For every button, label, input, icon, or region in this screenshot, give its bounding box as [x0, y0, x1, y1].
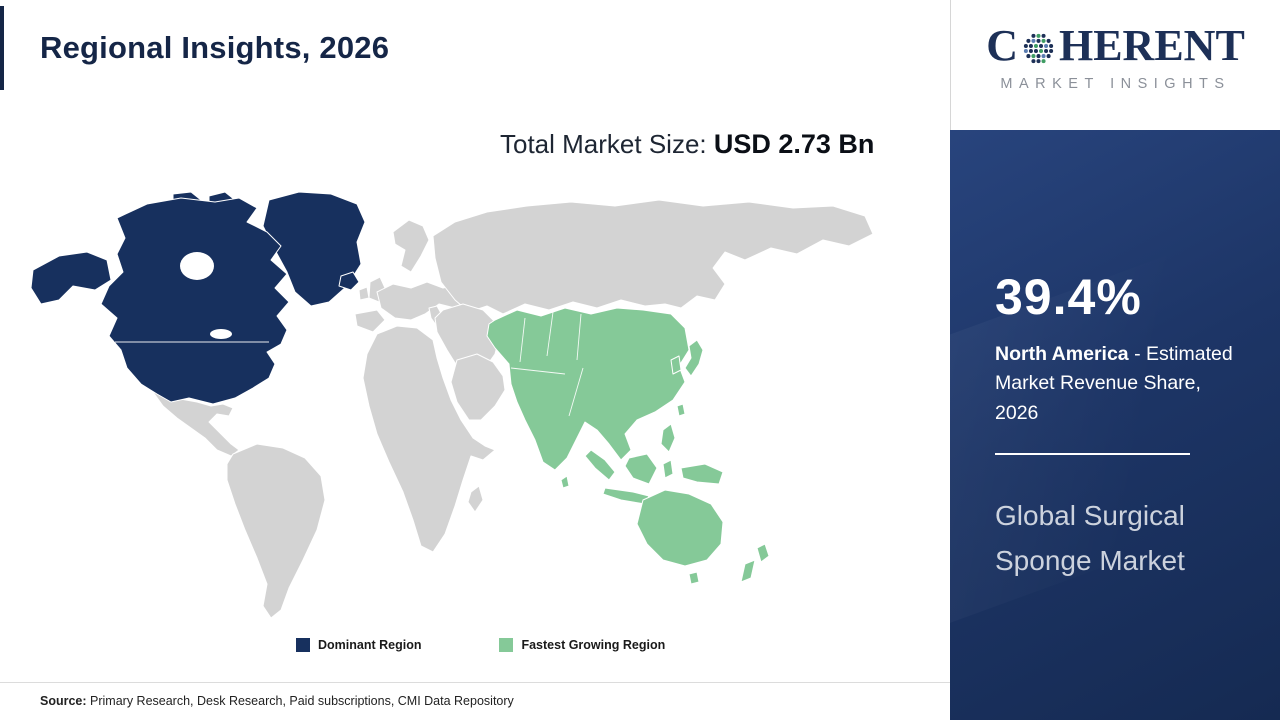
landmass-scandinavia: [392, 219, 430, 273]
logo-text-c: C: [986, 21, 1018, 70]
landmass-sri-lanka: [560, 475, 570, 489]
region-asia-pacific: [486, 307, 770, 585]
world-map: [30, 192, 874, 619]
landmass-canada-usa: [100, 197, 290, 405]
landmass-africa: [362, 325, 496, 553]
stat-value: 39.4%: [995, 269, 1142, 325]
source-label: Source:: [40, 694, 87, 708]
landmass-australia: [636, 489, 724, 567]
landmass-ireland: [358, 286, 370, 301]
fastest-growing-region-label: Fastest Growing Region: [521, 638, 666, 652]
total-market-size: Total Market Size: USD 2.73 Bn: [500, 124, 880, 166]
landmass-russia: [432, 199, 874, 315]
divider-line: [995, 452, 1190, 455]
region-north-america: [30, 192, 366, 405]
page-title: Regional Insights, 2026: [40, 30, 390, 65]
landmass-korea: [670, 355, 682, 375]
border-india-china: [568, 367, 584, 417]
landmass-japan: [684, 339, 704, 377]
border-south-asia: [510, 367, 566, 375]
left-accent-bar: [0, 6, 4, 90]
landmass-alaska: [30, 251, 112, 305]
landmass-philippines: [660, 423, 676, 453]
border-central-asia-3: [576, 313, 582, 361]
landmass-new-zealand-south: [740, 559, 756, 583]
landmass-tasmania: [688, 571, 700, 585]
map-legend: Dominant Region Fastest Growing Region: [296, 638, 665, 652]
legend-item-dominant: Dominant Region: [296, 638, 421, 652]
stat-desc-text: - Estimated Market Revenue Share, 2026: [995, 343, 1233, 424]
border-central-asia-2: [546, 311, 554, 357]
market-size-label: Total Market Size:: [500, 129, 714, 159]
country-borders: [115, 311, 584, 417]
landmass-iberia: [354, 309, 386, 333]
globe-icon: [1023, 33, 1054, 63]
sidebar: C HERENT MARKET INSIGHTS 39.4% North Ame…: [950, 0, 1280, 720]
region-rest-of-world: [152, 199, 874, 619]
landmass-sulawesi: [662, 459, 674, 479]
landmass-mexico-central-america: [152, 391, 240, 457]
dominant-region-swatch: [296, 638, 310, 652]
landmass-new-zealand-north: [756, 543, 770, 563]
stat-description: North America - Estimated Market Revenue…: [995, 340, 1243, 428]
hudson-bay: [180, 252, 214, 280]
logo: C HERENT MARKET INSIGHTS: [950, 0, 1280, 130]
source-note: Source: Primary Research, Desk Research,…: [0, 682, 950, 708]
stat-panel: 39.4% North America - Estimated Market R…: [950, 130, 1280, 720]
landmass-borneo: [624, 453, 658, 485]
landmass-sumatra: [584, 449, 616, 481]
landmass-madagascar: [467, 485, 484, 513]
logo-text-herent: HERENT: [1058, 21, 1245, 70]
great-lakes: [210, 329, 232, 339]
landmass-iceland: [338, 271, 360, 291]
dominant-region-label: Dominant Region: [318, 638, 422, 652]
landmass-new-guinea: [680, 463, 724, 485]
landmass-arabia: [450, 353, 506, 421]
market-size-value: USD 2.73 Bn: [713, 129, 875, 159]
logo-wordmark: C HERENT: [986, 24, 1245, 68]
landmass-asia-mainland: [486, 307, 690, 471]
legend-item-growing: Fastest Growing Region: [499, 638, 665, 652]
source-text: Primary Research, Desk Research, Paid su…: [86, 694, 514, 708]
landmass-south-america: [226, 443, 326, 619]
border-central-asia-1: [519, 317, 526, 363]
logo-subtitle: MARKET INSIGHTS: [1000, 76, 1231, 92]
map-water-bodies: [180, 252, 232, 339]
stat-region: North America: [995, 343, 1129, 365]
landmass-taiwan: [676, 403, 686, 417]
market-name: Global Surgical Sponge Market: [995, 499, 1185, 577]
fastest-growing-region-swatch: [499, 638, 514, 652]
